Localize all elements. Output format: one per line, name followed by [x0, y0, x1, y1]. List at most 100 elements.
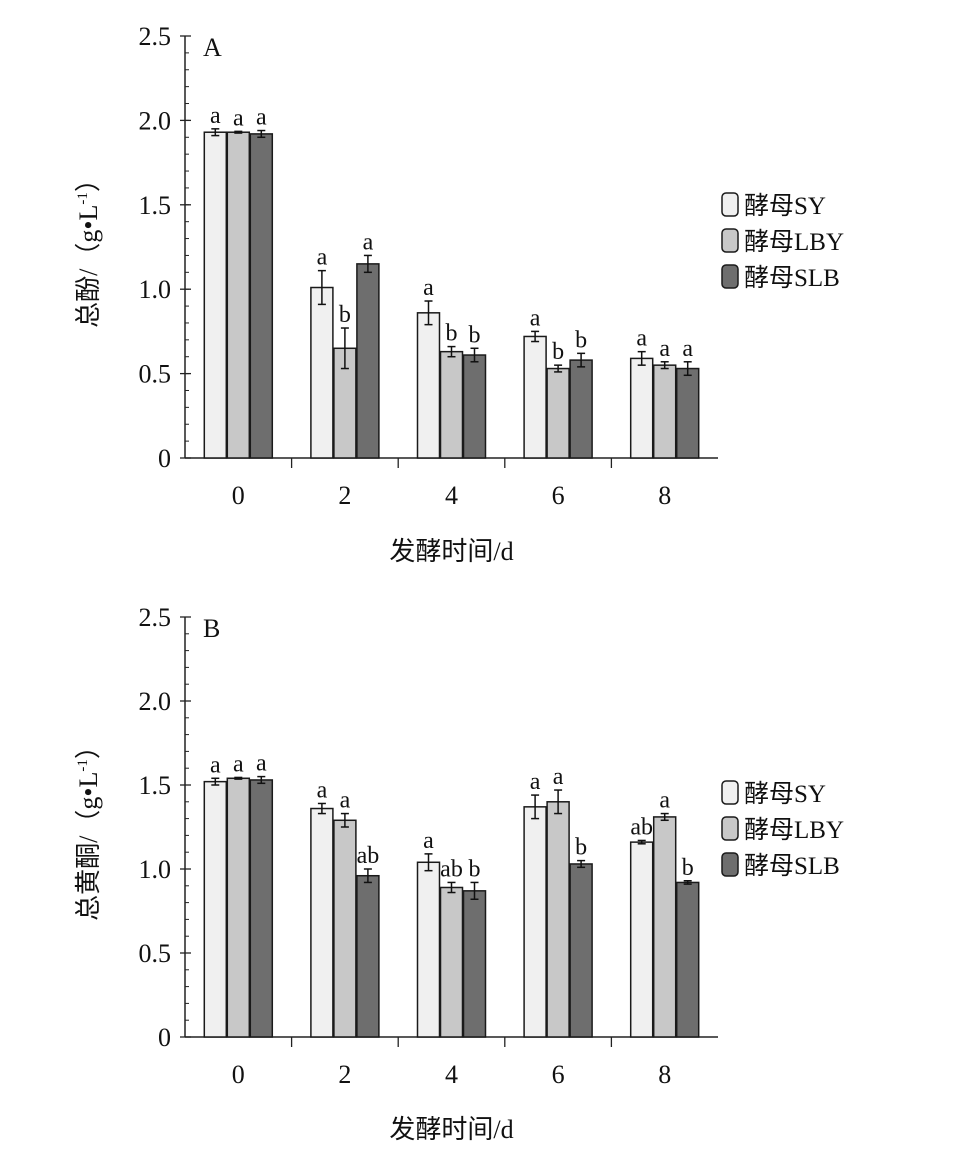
significance-letter: a [233, 105, 244, 131]
bar-SY [416, 312, 441, 459]
y-axis-label-end: ） [74, 733, 103, 759]
legend-swatch-SLB [721, 852, 739, 877]
y-tick-label: 2.5 [139, 22, 172, 51]
significance-letter: a [659, 336, 670, 362]
significance-letter: b [339, 302, 351, 328]
y-axis-label-superscript: -1 [75, 759, 91, 772]
significance-letter: a [256, 105, 267, 131]
significance-letter: a [530, 769, 541, 795]
significance-letter: a [423, 275, 434, 301]
significance-letter: a [423, 828, 434, 854]
chart-panel-A: 00.51.01.52.02.5 A总酚/（g•L-1）发酵时间/d0a a a2ab… [74, 22, 844, 566]
bar-LBY [652, 364, 677, 459]
legend-swatch-SY [721, 192, 739, 217]
significance-letter: ab [357, 843, 380, 869]
y-tick-label: 0 [158, 1023, 171, 1052]
significance-letter: b [682, 855, 694, 881]
significance-letter: b [469, 322, 481, 348]
bar-SY [416, 861, 441, 1038]
y-axis-label-main: 总酚/（g•L [74, 205, 103, 328]
y-tick-label: 1.5 [139, 771, 172, 800]
bar-SLB [675, 881, 700, 1038]
significance-letter: a [210, 752, 221, 778]
y-axis-label: 总酚/（g•L-1） [74, 166, 103, 328]
legend-swatch-LBY [721, 816, 739, 841]
panel-label: A [203, 33, 222, 62]
bar-SLB [569, 863, 593, 1038]
significance-letter: ab [440, 856, 463, 882]
legend-label-SLB: 酵母SLB [744, 852, 840, 880]
bar-SY [523, 806, 547, 1038]
bar-SY [523, 335, 547, 459]
y-axis-label-superscript: -1 [75, 192, 91, 205]
bar-LBY [439, 886, 464, 1038]
x-tick-label: 4 [445, 1060, 458, 1089]
bar-LBY [546, 367, 570, 459]
y-tick-label: 2.0 [139, 106, 172, 135]
y-tick-label: 0.5 [139, 939, 172, 968]
bar-LBY [226, 777, 251, 1038]
bar-LBY [546, 801, 570, 1038]
bar-SLB [462, 890, 487, 1038]
y-axis-label-main: 总黄酮/（g•L [74, 772, 103, 921]
significance-letter: b [575, 835, 587, 861]
legend-swatch-LBY [721, 228, 739, 253]
x-tick-label: 0 [232, 481, 245, 510]
x-tick-label: 4 [445, 481, 458, 510]
y-tick-label: 0.5 [139, 360, 172, 389]
significance-letter: a [317, 777, 328, 803]
bar-LBY [439, 350, 464, 459]
bar-SY [310, 286, 334, 459]
y-tick-label: 2.0 [139, 687, 172, 716]
x-tick-label: 6 [552, 1060, 565, 1089]
significance-letter: a [340, 788, 351, 814]
significance-letter: a [636, 326, 647, 352]
significance-letter: b [552, 339, 564, 365]
x-tick-label: 8 [658, 1060, 671, 1089]
bar-LBY [333, 819, 357, 1038]
x-tick-label: 0 [232, 1060, 245, 1089]
bar-SLB [356, 874, 380, 1038]
x-tick-label: 2 [338, 481, 351, 510]
significance-letter: b [469, 856, 481, 882]
y-tick-label: 1.5 [139, 191, 172, 220]
x-tick-label: 6 [552, 481, 565, 510]
y-tick-label: 1.0 [139, 275, 172, 304]
significance-letter: b [575, 327, 587, 353]
bar-SLB [356, 263, 380, 459]
y-tick-label: 1.0 [139, 855, 172, 884]
bar-SLB [675, 367, 700, 459]
legend-label-LBY: 酵母LBY [744, 228, 844, 256]
bar-SY [203, 780, 228, 1038]
significance-letter: a [682, 336, 693, 362]
significance-letter: a [233, 751, 244, 777]
x-tick-label: 8 [658, 481, 671, 510]
significance-letter: a [210, 103, 221, 129]
significance-letter: a [256, 751, 267, 777]
y-axis-label: 总黄酮/（g•L-1） [74, 733, 103, 921]
y-tick-label: 2.5 [139, 603, 172, 632]
legend-label-SY: 酵母SY [744, 192, 826, 220]
significance-letter: a [659, 788, 670, 814]
bar-SLB [462, 354, 487, 459]
bar-SLB [249, 133, 274, 459]
legend-label-LBY: 酵母LBY [744, 816, 844, 844]
x-axis-label: 发酵时间/d [389, 537, 513, 566]
significance-letter: b [446, 321, 458, 347]
legend-swatch-SLB [721, 264, 739, 289]
legend-label-SY: 酵母SY [744, 780, 826, 808]
significance-letter: ab [630, 814, 653, 840]
bar-SLB [569, 359, 593, 459]
panel-label: B [203, 614, 220, 643]
bar-SY [203, 131, 228, 459]
x-axis-label: 发酵时间/d [389, 1115, 513, 1144]
x-tick-label: 2 [338, 1060, 351, 1089]
bar-SY [629, 357, 654, 459]
legend-swatch-SY [721, 780, 739, 805]
bar-SY [310, 807, 334, 1038]
bar-LBY [226, 131, 251, 459]
significance-letter: a [530, 305, 541, 331]
y-axis-label-end: ） [74, 166, 103, 192]
bar-SLB [249, 779, 274, 1038]
